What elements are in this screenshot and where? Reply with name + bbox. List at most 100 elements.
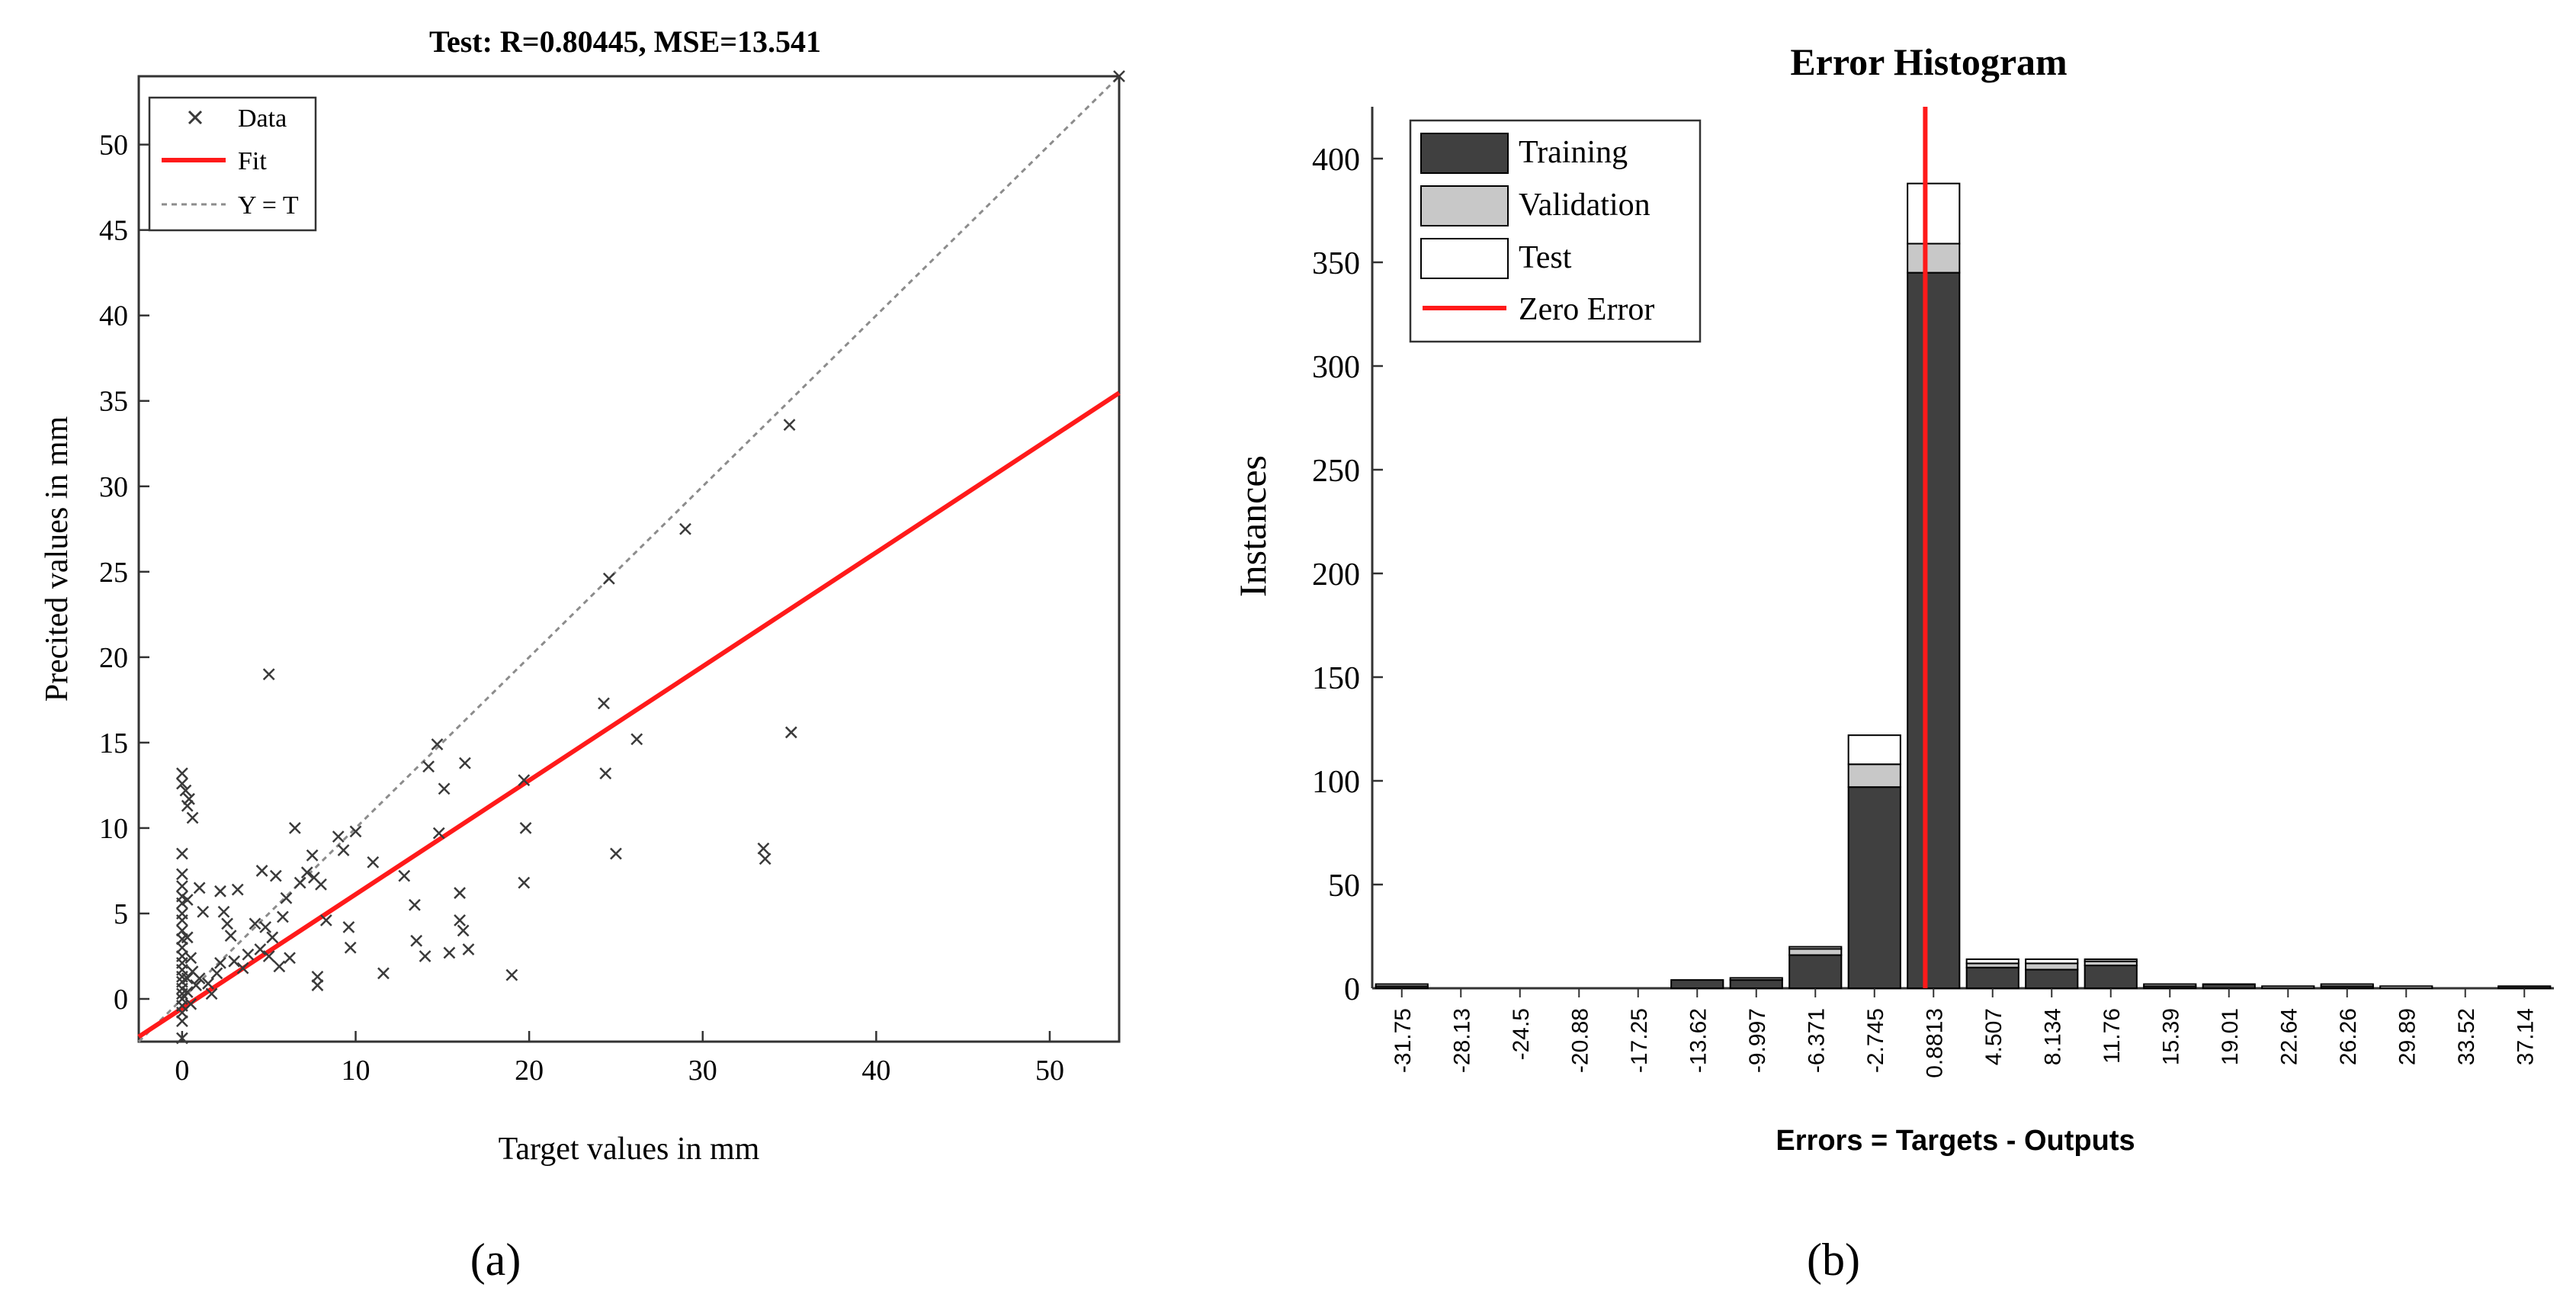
- data-point: [459, 756, 471, 769]
- data-point: [202, 977, 214, 990]
- regression-x-tick-label: 0: [175, 1055, 189, 1087]
- data-point: [757, 842, 770, 855]
- bar-training: [2084, 965, 2138, 989]
- data-point: [228, 955, 241, 968]
- regression-y-tick-label: 5: [114, 898, 128, 930]
- bar-test: [1788, 946, 1843, 950]
- histogram-y-label: Instances: [1231, 455, 1274, 597]
- histogram-x-tick-label: -24.5: [1509, 1008, 1534, 1060]
- data-point: [259, 920, 272, 933]
- data-point: [630, 733, 643, 746]
- histogram-x-ticks: -31.75 -28.13 -24.5 -20.88 -17.25 -13.62 -9.99…: [1391, 988, 2538, 1078]
- histogram-y-tick-label: 250: [1312, 454, 1360, 489]
- data-point: [186, 811, 199, 824]
- histogram-x-tick-label: -31.75: [1391, 1008, 1416, 1073]
- data-point: [176, 777, 188, 790]
- regression-y-tick-label: 45: [99, 215, 128, 247]
- bar-training: [1907, 271, 1961, 990]
- data-point: [599, 767, 612, 780]
- regression-x-tick-label: 50: [1035, 1055, 1064, 1087]
- data-point: [205, 987, 218, 1000]
- legend-validation-label: Validation: [1519, 188, 1651, 223]
- data-point: [262, 950, 275, 962]
- bar-test: [2143, 983, 2197, 987]
- histogram-y-tick-label: 300: [1312, 350, 1360, 385]
- data-point: [284, 952, 296, 965]
- panel-label-a: (a): [470, 1235, 521, 1285]
- regression-y-tick-label: 0: [114, 984, 128, 1016]
- data-point: [679, 522, 691, 535]
- histogram-x-tick-label: 26.26: [2336, 1008, 2361, 1065]
- data-point: [181, 799, 194, 812]
- panel-label-b: (b): [1807, 1235, 1860, 1285]
- data-point: [519, 822, 532, 834]
- bar-test: [1965, 958, 2019, 965]
- bar-validation: [1788, 948, 1843, 956]
- histogram-y-ticks: 0 50 100 150 200 250 300 350 400: [1312, 143, 1383, 1007]
- data-point: [518, 774, 531, 787]
- data-point: [1113, 70, 1125, 82]
- histogram-y-tick-label: 50: [1328, 869, 1360, 904]
- bar-test: [2379, 985, 2433, 990]
- data-point: [277, 910, 289, 923]
- data-point: [221, 917, 233, 930]
- data-points: [176, 70, 1125, 1045]
- histogram-y-tick-label: 350: [1312, 246, 1360, 281]
- legend-training-swatch: [1420, 133, 1509, 174]
- histogram-x-tick-label: 4.507: [1981, 1008, 2007, 1065]
- data-point: [398, 869, 411, 882]
- regression-y-ticks: 0 5 10 15 20 25 30 35 40 45 50: [99, 130, 149, 1016]
- data-point: [179, 784, 192, 797]
- histogram-bars: [1375, 182, 2552, 990]
- data-point: [176, 982, 188, 995]
- legend-identity-label: Y = T: [238, 191, 299, 220]
- legend-test-swatch: [1420, 238, 1509, 279]
- bar-test: [2025, 958, 2079, 965]
- bar-validation: [2261, 985, 2315, 990]
- bar-training: [1847, 786, 1901, 990]
- data-point: [315, 878, 327, 891]
- regression-y-tick-label: 20: [99, 642, 128, 674]
- bar-validation: [1729, 977, 1783, 981]
- data-point: [332, 830, 345, 843]
- histogram-x-label: Errors = Targets - Outputs: [1776, 1125, 2135, 1157]
- data-point: [288, 822, 301, 834]
- data-point: [255, 865, 268, 877]
- data-point: [454, 887, 466, 899]
- data-point: [224, 930, 237, 942]
- histogram-x-tick-label: 37.14: [2513, 1008, 2538, 1065]
- legend-training-label: Training: [1519, 135, 1628, 170]
- regression-x-tick-label: 20: [515, 1055, 544, 1087]
- regression-x-label: Target values in mm: [499, 1132, 760, 1167]
- data-point: [294, 876, 306, 889]
- histogram-x-tick-label: 33.52: [2454, 1008, 2479, 1065]
- histogram-x-tick-label: 11.76: [2100, 1008, 2125, 1064]
- bar-validation: [1907, 242, 1961, 274]
- data-point: [269, 869, 282, 882]
- regression-legend: Data Fit Y = T: [148, 96, 317, 232]
- histogram-x-tick-label: 22.64: [2276, 1008, 2302, 1065]
- data-point: [231, 883, 244, 896]
- data-point: [462, 943, 475, 955]
- data-point: [505, 968, 518, 981]
- regression-y-tick-label: 25: [99, 557, 128, 589]
- data-point: [210, 967, 223, 980]
- legend-data-label: Data: [238, 104, 287, 133]
- data-point: [176, 924, 188, 937]
- data-point: [422, 760, 435, 773]
- regression-title: Test: R=0.80445, MSE=13.541: [429, 24, 821, 59]
- data-point: [280, 891, 293, 904]
- regression-y-tick-label: 50: [99, 130, 128, 162]
- histogram-x-tick-label: 0.8813: [1922, 1008, 1947, 1078]
- data-point: [432, 827, 445, 840]
- data-point: [181, 986, 194, 998]
- data-point: [183, 792, 195, 805]
- regression-x-tick-label: 30: [688, 1055, 717, 1087]
- bar-training: [1788, 954, 1843, 989]
- data-point: [367, 856, 380, 869]
- regression-y-tick-label: 40: [99, 300, 128, 332]
- data-point: [197, 905, 210, 918]
- regression-x-tick-label: 10: [342, 1055, 371, 1087]
- bar-training: [2202, 983, 2256, 990]
- bar-test: [1907, 182, 1961, 245]
